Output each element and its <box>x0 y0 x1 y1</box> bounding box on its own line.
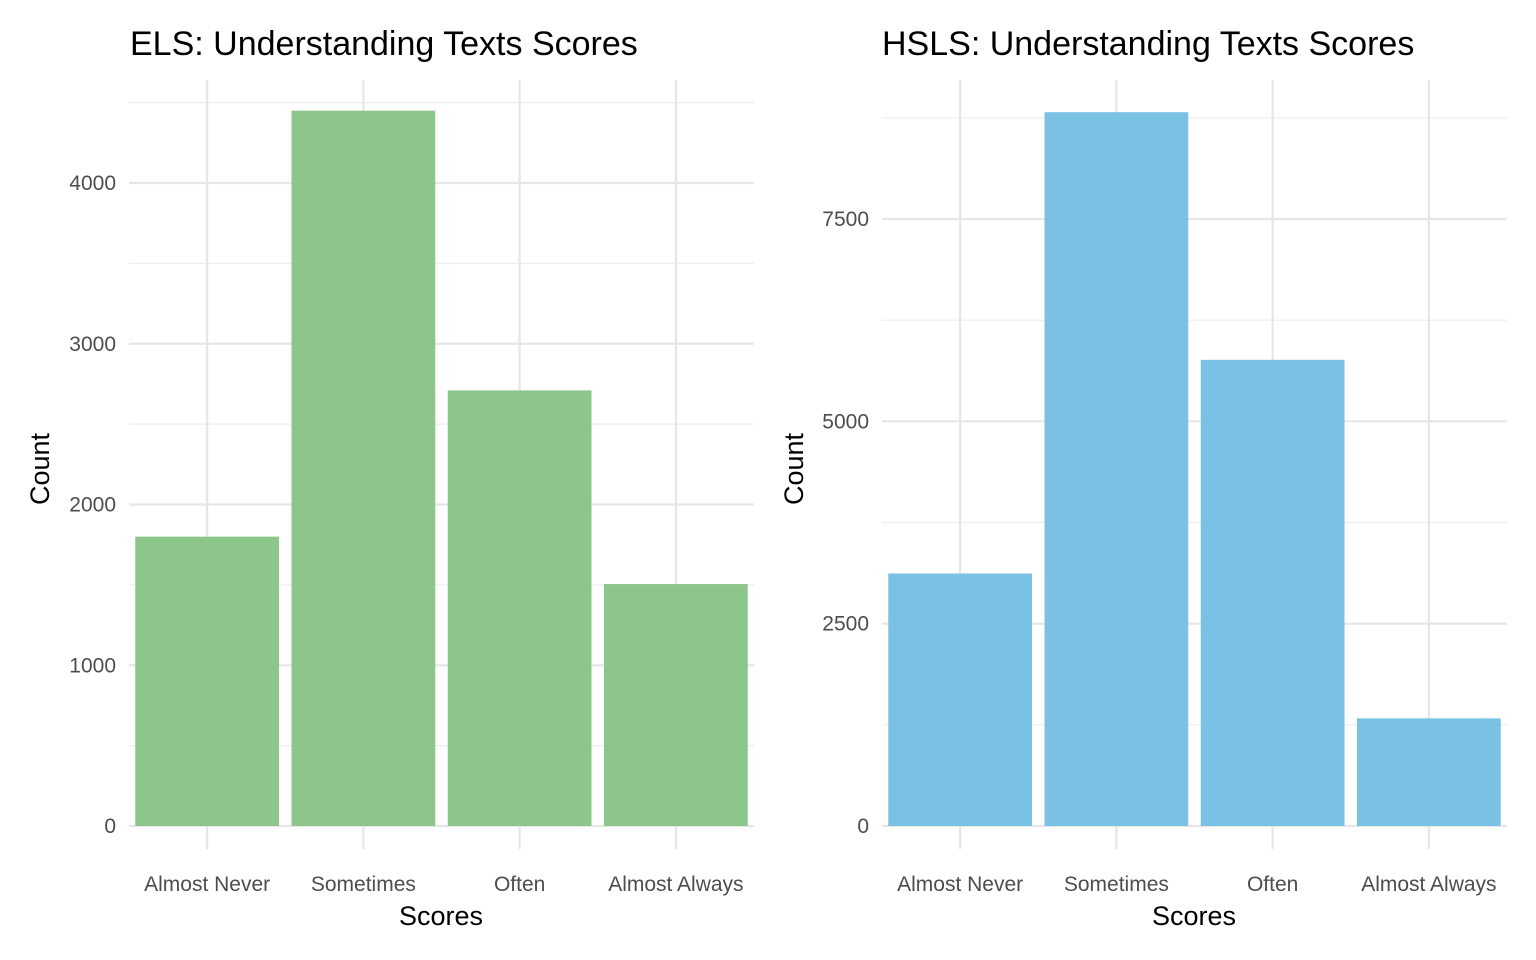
els-y-tick-label: 3000 <box>69 333 116 356</box>
els-x-tick-label: Sometimes <box>311 873 416 896</box>
els-x-tick-label: Almost Always <box>608 873 743 896</box>
hsls-x-tick-label: Often <box>1247 873 1298 896</box>
hsls-x-tick-label: Almost Never <box>897 873 1023 896</box>
els-y-tick-label: 4000 <box>69 172 116 195</box>
els-bar-almost-never <box>135 536 279 826</box>
hsls-x-tick-labels: Almost Never Sometimes Often Almost Always <box>897 873 1496 896</box>
els-chart-panel: ELS: Understanding Texts Scores 0 1000 200… <box>25 25 754 931</box>
els-bar-sometimes <box>291 110 436 827</box>
els-bar-almost-always <box>604 584 748 826</box>
hsls-bar-often <box>1200 359 1345 826</box>
els-chart-title: ELS: Understanding Texts Scores <box>130 25 638 63</box>
els-bar-often <box>447 390 592 826</box>
hsls-chart-title: HSLS: Understanding Texts Scores <box>882 25 1414 63</box>
hsls-bar-almost-always <box>1357 718 1501 826</box>
els-y-tick-label: 1000 <box>69 654 116 677</box>
hsls-bar-almost-never <box>888 573 1032 826</box>
hsls-x-tick-label: Almost Always <box>1361 873 1496 896</box>
hsls-y-tick-label: 2500 <box>822 613 869 636</box>
hsls-chart-panel: HSLS: Understanding Texts Scores 0 2500 50… <box>779 25 1507 931</box>
els-y-tick-labels: 0 1000 2000 3000 4000 <box>69 172 116 838</box>
hsls-y-tick-label: 0 <box>857 815 869 838</box>
els-bars <box>135 110 748 827</box>
els-x-tick-labels: Almost Never Sometimes Often Almost Always <box>144 873 743 896</box>
els-x-axis-title: Scores <box>399 901 483 931</box>
hsls-y-tick-label: 7500 <box>822 208 869 231</box>
els-y-axis-title: Count <box>25 432 55 505</box>
hsls-y-tick-labels: 0 2500 5000 7500 <box>822 208 869 838</box>
els-x-tick-label: Often <box>494 873 545 896</box>
els-y-tick-label: 2000 <box>69 494 116 517</box>
hsls-y-tick-label: 5000 <box>822 410 869 433</box>
els-x-tick-label: Almost Never <box>144 873 270 896</box>
hsls-bars <box>888 112 1501 827</box>
els-y-tick-label: 0 <box>104 815 116 838</box>
hsls-x-tick-label: Sometimes <box>1064 873 1169 896</box>
hsls-y-axis-title: Count <box>779 432 809 505</box>
hsls-x-axis-title: Scores <box>1152 901 1236 931</box>
hsls-bar-sometimes <box>1044 112 1189 827</box>
